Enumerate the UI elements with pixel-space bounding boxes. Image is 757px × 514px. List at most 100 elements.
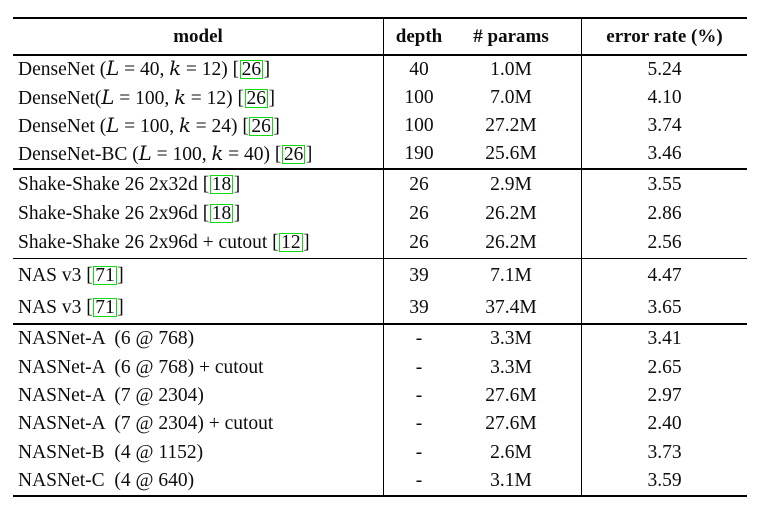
- citation-link[interactable]: 71: [93, 264, 117, 286]
- table-group: NASNet-A (6 @ 768) -3.3M 3.41 NASNet-A (6 @…: [13, 325, 747, 495]
- params-cell: 25.6M: [485, 143, 537, 165]
- citation-link[interactable]: 26: [281, 143, 306, 165]
- table-row: NASNet-C (4 @ 640) - 3.1M 3.59: [13, 466, 747, 494]
- params-cell: 27.6M: [485, 384, 537, 406]
- params-cell: 7.1M: [490, 264, 532, 286]
- table-row: DenseNet-BC (L = 100, k = 40) [26] 190 25.…: [13, 140, 747, 168]
- params-cell: 26.2M: [485, 232, 537, 254]
- column-divider-model-depth: [383, 19, 385, 495]
- citation-link[interactable]: 18: [209, 203, 234, 225]
- table-row: Shake-Shake 26 2x32d [18] 26 2.9M 3.55: [13, 170, 747, 199]
- math-variable: k: [178, 113, 191, 137]
- table-top-rule: [13, 17, 747, 19]
- column-header-params: # params: [473, 26, 549, 47]
- depth-cell: -: [415, 328, 423, 350]
- error-cell: 2.86: [647, 203, 682, 225]
- table-row: NASNet-B (4 @ 1152) - 2.6M 3.73: [13, 438, 747, 466]
- math-variable: L: [106, 113, 120, 137]
- params-cell: 3.3M: [490, 356, 532, 378]
- math-variable: L: [106, 57, 120, 81]
- error-cell: 3.65: [647, 296, 682, 318]
- math-variable: L: [138, 141, 152, 165]
- table-row: NASNet-A (7 @ 2304) + cutout - 27.6M 2.40: [13, 410, 747, 438]
- error-cell: 3.59: [647, 469, 682, 491]
- params-cell: 37.4M: [485, 296, 537, 318]
- citation-link[interactable]: 26: [244, 87, 269, 109]
- params-cell: 2.6M: [490, 441, 532, 463]
- table-row: NASNet-A (7 @ 2304) - 27.6M 2.97: [13, 382, 747, 410]
- model-cell: NASNet-B (4 @ 1152): [18, 441, 204, 463]
- error-cell: 4.10: [647, 87, 682, 109]
- model-cell: Shake-Shake 26 2x96d [18]: [18, 203, 241, 225]
- column-header-depth: depth: [395, 26, 443, 47]
- error-cell: 3.73: [647, 441, 682, 463]
- model-cell: NASNet-A (6 @ 768) + cutout: [18, 356, 264, 378]
- table-row: NAS v3 [71] 39 7.1M 4.47: [13, 259, 747, 291]
- citation-link[interactable]: 12: [279, 232, 303, 254]
- model-cell: NASNet-C (4 @ 640): [18, 469, 195, 491]
- model-cell: DenseNet(L = 100, k = 12) [26]: [18, 85, 276, 109]
- error-cell: 2.65: [647, 356, 682, 378]
- error-cell: 5.24: [647, 58, 682, 80]
- depth-cell: -: [415, 356, 423, 378]
- column-header-model: model: [173, 26, 223, 47]
- model-cell: Shake-Shake 26 2x32d [18]: [18, 173, 241, 195]
- citation-link[interactable]: 71: [93, 296, 117, 318]
- group-separator-rule: [13, 168, 747, 170]
- error-cell: 2.56: [647, 232, 682, 254]
- table-groups: DenseNet (L = 40, k = 12) [26] 40 1.0M 5.24…: [13, 56, 747, 495]
- group-separator-rule: [13, 257, 747, 260]
- table-row: NAS v3 [71] 39 37.4M 3.65: [13, 291, 747, 323]
- table-group: DenseNet (L = 40, k = 12) [26] 40 1.0M 5.24…: [13, 56, 747, 169]
- params-cell: 3.3M: [490, 328, 532, 350]
- table-group: Shake-Shake 26 2x32d [18] 26 2.9M 3.55 Shake…: [13, 170, 747, 258]
- column-header-error-rate: error rate (%): [606, 26, 723, 47]
- citation-link[interactable]: 18: [209, 173, 234, 195]
- depth-cell: 40: [409, 58, 429, 80]
- citation-link[interactable]: 26: [249, 115, 273, 137]
- params-cell: 7.0M: [490, 87, 532, 109]
- citation-link[interactable]: 26: [239, 59, 264, 81]
- table-row: NASNet-A (6 @ 768) + cutout - 3.3M 2.65: [13, 353, 747, 381]
- model-cell: DenseNet (L = 40, k = 12) [26]: [18, 57, 271, 81]
- depth-cell: 26: [409, 173, 429, 195]
- error-cell: 3.55: [647, 173, 682, 195]
- params-cell: 27.2M: [485, 115, 537, 137]
- depth-cell: 190: [404, 143, 434, 165]
- math-variable: L: [101, 85, 115, 109]
- depth-cell: -: [415, 441, 423, 463]
- depth-cell: 26: [409, 203, 429, 225]
- model-cell: DenseNet-BC (L = 100, k = 40) [26]: [18, 141, 313, 165]
- error-cell: 3.41: [647, 328, 682, 350]
- results-table: model depth # params error rate (%) Dens…: [13, 17, 747, 498]
- depth-cell: 26: [409, 232, 429, 254]
- params-cell: 27.6M: [485, 413, 537, 435]
- params-cell: 1.0M: [490, 58, 532, 80]
- error-cell: 2.40: [647, 413, 682, 435]
- table-row: NASNet-A (6 @ 768) - 3.3M 3.41: [13, 325, 747, 353]
- model-cell: NASNet-A (7 @ 2304): [18, 384, 204, 406]
- params-cell: 2.9M: [490, 173, 532, 195]
- depth-cell: -: [415, 469, 423, 491]
- depth-cell: -: [415, 413, 423, 435]
- error-cell: 3.74: [647, 115, 682, 137]
- table-row: Shake-Shake 26 2x96d [18] 26 26.2M 2.86: [13, 199, 747, 228]
- model-cell: Shake-Shake 26 2x96d + cutout [12]: [18, 232, 310, 254]
- table-header-row: model depth # params error rate (%): [13, 19, 747, 54]
- math-variable: k: [211, 141, 224, 165]
- error-cell: 3.46: [647, 143, 682, 165]
- table-row: DenseNet (L = 100, k = 24) [26] 100 27.2M 3…: [13, 112, 747, 140]
- header-separator-rule: [13, 54, 747, 56]
- depth-cell: 100: [404, 115, 434, 137]
- params-cell: 3.1M: [490, 469, 532, 491]
- error-cell: 2.97: [647, 384, 682, 406]
- model-cell: DenseNet (L = 100, k = 24) [26]: [18, 113, 280, 137]
- table-row: DenseNet(L = 100, k = 12) [26] 100 7.0M 4.1…: [13, 84, 747, 112]
- model-cell: NAS v3 [71]: [18, 264, 124, 286]
- depth-cell: 39: [409, 296, 429, 318]
- math-variable: k: [169, 57, 182, 81]
- table-row: Shake-Shake 26 2x96d + cutout [12] 26 26.2…: [13, 229, 747, 258]
- math-variable: k: [174, 85, 186, 109]
- model-cell: NASNet-A (7 @ 2304) + cutout: [18, 413, 274, 435]
